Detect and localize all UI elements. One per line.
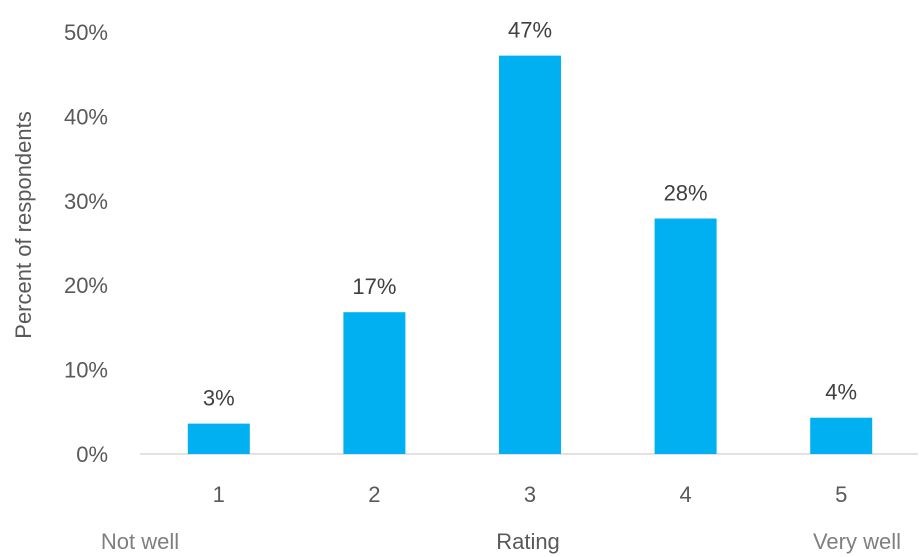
scale-low-label: Not well — [101, 529, 179, 554]
bar-data-label: 4% — [825, 380, 857, 405]
bar-data-label: 47% — [508, 18, 552, 43]
x-axis-ticks: 1 2 3 4 5 — [213, 482, 848, 507]
y-tick-label: 30% — [64, 189, 108, 214]
bar — [810, 417, 873, 454]
bar-data-label: 17% — [352, 274, 396, 299]
x-tick-label: 2 — [368, 482, 380, 507]
y-tick-label: 0% — [76, 442, 108, 467]
bar — [499, 55, 561, 455]
bar-data-label: 28% — [664, 181, 708, 206]
bar-data-label: 3% — [203, 386, 235, 411]
x-tick-label: 1 — [213, 482, 225, 507]
bar — [654, 218, 717, 454]
y-tick-label: 20% — [64, 273, 108, 298]
y-axis-title: Percent of respondents — [11, 111, 36, 338]
y-tick-label: 50% — [64, 20, 108, 45]
bars — [187, 55, 873, 455]
x-tick-label: 3 — [524, 482, 536, 507]
bar — [343, 312, 406, 454]
y-tick-label: 40% — [64, 104, 108, 129]
x-tick-label: 5 — [835, 482, 847, 507]
y-tick-label: 10% — [64, 358, 108, 383]
x-tick-label: 4 — [679, 482, 691, 507]
scale-high-label: Very well — [813, 529, 901, 554]
y-axis-ticks: 0% 10% 20% 30% 40% 50% — [64, 20, 108, 467]
bar — [187, 423, 250, 454]
x-axis-title: Rating — [496, 529, 560, 554]
data-labels: 3% 17% 47% 28% 4% — [203, 18, 857, 411]
